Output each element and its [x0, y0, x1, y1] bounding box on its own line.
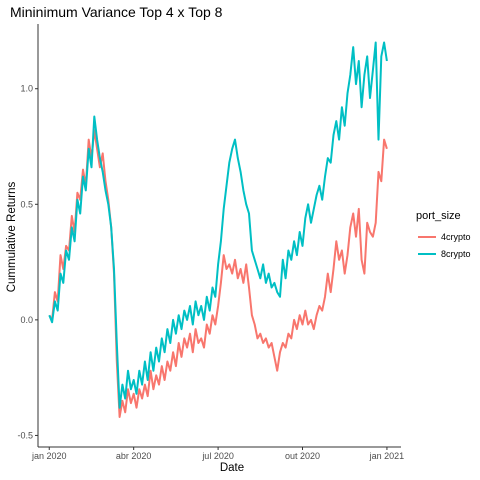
y-tick-label: 0.0: [20, 315, 33, 325]
series-line-8crypto: [48, 41, 388, 409]
x-axis-ticks: jan 2020 abr 2020 jul 2020 out 2020 jan 2021: [31, 447, 404, 461]
x-tick-label: jan 2021: [369, 451, 405, 461]
x-tick-label: jan 2020: [31, 451, 67, 461]
y-tick-label: -0.5: [17, 430, 33, 440]
x-tick-label: abr 2020: [116, 451, 152, 461]
y-axis-ticks: -0.5 0.0 0.5 1.0: [17, 84, 38, 440]
chart-title: Mininimum Variance Top 4 x Top 8: [10, 4, 223, 20]
legend: port_size 4crypto 8crypto: [416, 210, 471, 259]
legend-title: port_size: [416, 210, 461, 222]
legend-label-4crypto: 4crypto: [441, 232, 471, 242]
legend-items: 4crypto 8crypto: [418, 232, 471, 259]
x-axis-label: Date: [220, 462, 244, 474]
legend-label-8crypto: 8crypto: [441, 249, 471, 259]
x-tick-label: out 2020: [285, 451, 320, 461]
x-tick-label: jul 2020: [201, 451, 234, 461]
y-axis-label: Cummulative Returns: [6, 181, 18, 292]
series-line-4crypto: [48, 129, 388, 418]
series-lines: [48, 41, 388, 418]
y-tick-label: 1.0: [20, 84, 33, 94]
plot-area: -0.5 0.0 0.5 1.0 jan 2020 abr 2020 jul 2020 ou…: [17, 24, 404, 461]
y-tick-label: 0.5: [20, 199, 33, 209]
